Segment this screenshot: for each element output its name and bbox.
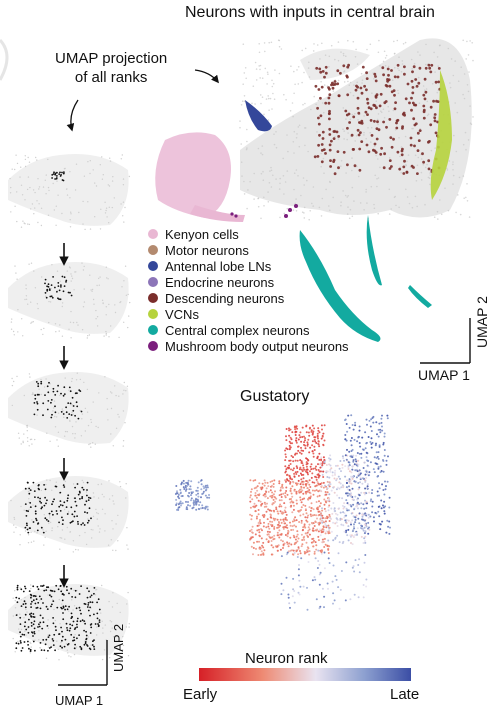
legend-item: Endocrine neurons: [148, 274, 349, 290]
descending-neurons-cluster: [313, 63, 442, 176]
legend-label: Antennal lobe LNs: [165, 258, 272, 274]
legend-swatch: [148, 325, 158, 335]
legend-swatch: [148, 341, 158, 351]
legend-label: Mushroom body output neurons: [165, 338, 349, 354]
neuron-rank-colorbar: [199, 668, 411, 681]
small-umap-series: [8, 154, 131, 661]
main-figure-title: Neurons with inputs in central brain: [185, 4, 435, 21]
mbon-cluster: [230, 204, 298, 218]
central-complex-cluster: [299, 215, 432, 342]
legend-item: Kenyon cells: [148, 226, 349, 242]
kenyon-cells-cluster: [155, 132, 231, 218]
legend-swatch: [148, 261, 158, 271]
antennal-lobe-cluster: [245, 100, 272, 132]
legend-item: Motor neurons: [148, 242, 349, 258]
legend-swatch: [148, 245, 158, 255]
gustatory-umap-points: [174, 414, 391, 611]
gustatory-title: Gustatory: [240, 388, 310, 405]
legend-item: Mushroom body output neurons: [148, 338, 349, 354]
colorbar-title: Neuron rank: [245, 650, 328, 667]
annotation-arrow-down: [66, 99, 79, 132]
legend-label: Kenyon cells: [165, 226, 239, 242]
legend-item: Antennal lobe LNs: [148, 258, 349, 274]
umap-main-background: [240, 38, 472, 218]
legend-label: VCNs: [165, 306, 199, 322]
main-axis-y-label: UMAP 2: [474, 296, 490, 348]
legend-item: VCNs: [148, 306, 349, 322]
colorbar-left-label: Early: [183, 686, 218, 703]
legend-item: Descending neurons: [148, 290, 349, 306]
legend-label: Endocrine neurons: [165, 274, 275, 290]
vcns-cluster: [430, 70, 452, 200]
colorbar-right-label: Late: [390, 686, 420, 703]
legend-label: Motor neurons: [165, 242, 249, 258]
annotation-arrow-right: [194, 69, 219, 84]
legend-label: Central complex neurons: [165, 322, 310, 338]
legend-label: Descending neurons: [165, 290, 285, 306]
cell-type-legend: Kenyon cells Motor neurons Antennal lobe L…: [148, 226, 349, 354]
legend-swatch: [148, 277, 158, 287]
legend-swatch: [148, 309, 158, 319]
legend-swatch: [148, 293, 158, 303]
umap-main-points: [239, 39, 474, 221]
legend-item: Central complex neurons: [148, 322, 349, 338]
small-axis-y-label: UMAP 2: [111, 623, 126, 672]
kenyon-cells-tail: [190, 205, 245, 222]
projection-annotation-line1: UMAP projection: [55, 50, 168, 67]
projection-annotation: UMAP projection of all ranks: [55, 49, 167, 87]
main-axis-x-label: UMAP 1: [418, 367, 470, 383]
legend-swatch: [148, 229, 158, 239]
small-axis-x-label: UMAP 1: [55, 693, 104, 708]
projection-annotation-line2: of all ranks: [74, 69, 148, 86]
background-arc: [0, 38, 9, 81]
